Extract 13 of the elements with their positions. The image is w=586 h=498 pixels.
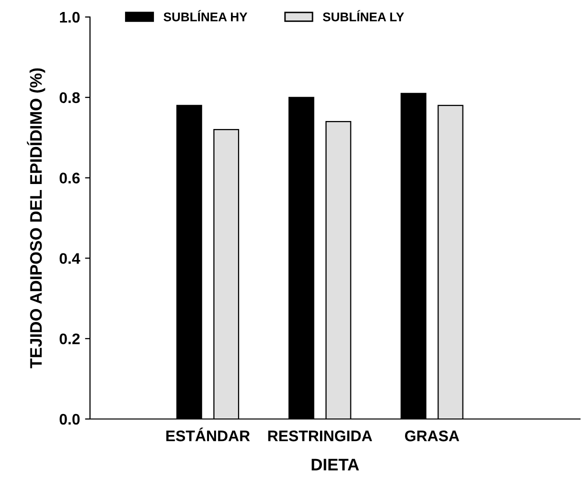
y-tick-label: 0.8 xyxy=(60,92,80,104)
y-tick-label: 0.6 xyxy=(60,172,80,184)
y-axis-title: TEJIDO ADIPOSO DEL EPIDÍDIMO (%) xyxy=(26,68,46,368)
legend-label: SUBLÍNEA HY xyxy=(164,10,248,22)
legend-label: SUBLÍNEA LY xyxy=(322,10,404,22)
x-tick-label: ESTÁNDAR xyxy=(166,428,250,442)
x-tick-label: RESTRINGIDA xyxy=(268,430,372,442)
x-tick-label: GRASA xyxy=(405,430,460,442)
y-tick-label: 1.0 xyxy=(60,12,80,23)
y-tick-label: 0.4 xyxy=(60,253,80,264)
x-axis-title: DIETA xyxy=(312,458,359,470)
y-tick-label: 0.0 xyxy=(60,414,80,425)
y-tick-label: 0.2 xyxy=(60,333,80,344)
